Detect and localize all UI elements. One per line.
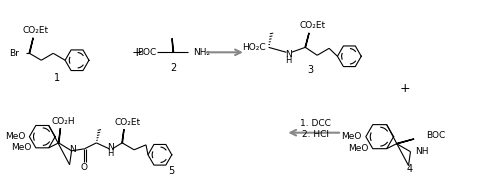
- Text: 1: 1: [54, 73, 60, 83]
- Text: 2. HCl: 2. HCl: [302, 130, 328, 139]
- Polygon shape: [58, 128, 60, 143]
- Polygon shape: [172, 38, 174, 52]
- Text: CO₂Et: CO₂Et: [299, 21, 326, 30]
- Text: BOC: BOC: [137, 48, 156, 57]
- Text: NH₂: NH₂: [193, 48, 210, 57]
- Text: MeO: MeO: [5, 132, 25, 141]
- Text: NH: NH: [416, 147, 429, 156]
- Text: CO₂H: CO₂H: [52, 116, 76, 125]
- Text: 3: 3: [307, 65, 314, 75]
- Text: CO₂Et: CO₂Et: [22, 26, 48, 35]
- Text: 4: 4: [406, 164, 412, 174]
- Text: HO₂C: HO₂C: [242, 43, 266, 52]
- Polygon shape: [29, 38, 33, 53]
- Text: H: H: [285, 56, 292, 65]
- Polygon shape: [122, 129, 124, 143]
- Text: +: +: [399, 82, 410, 95]
- Text: Br: Br: [10, 49, 20, 58]
- Text: CO₂Et: CO₂Et: [114, 118, 140, 127]
- Text: N: N: [107, 143, 114, 152]
- Text: O: O: [81, 163, 88, 172]
- Text: +: +: [132, 46, 142, 59]
- Text: H: H: [107, 149, 114, 158]
- Text: 1. DCC: 1. DCC: [300, 119, 330, 128]
- Text: 5: 5: [168, 166, 174, 176]
- Text: BOC: BOC: [426, 131, 446, 140]
- Text: N: N: [285, 50, 292, 59]
- Polygon shape: [305, 33, 309, 47]
- Text: MeO: MeO: [342, 132, 362, 141]
- Text: 2: 2: [170, 63, 176, 73]
- Polygon shape: [396, 139, 414, 144]
- Text: MeO: MeO: [348, 144, 369, 153]
- Text: MeO: MeO: [12, 143, 32, 152]
- Text: N: N: [69, 145, 76, 154]
